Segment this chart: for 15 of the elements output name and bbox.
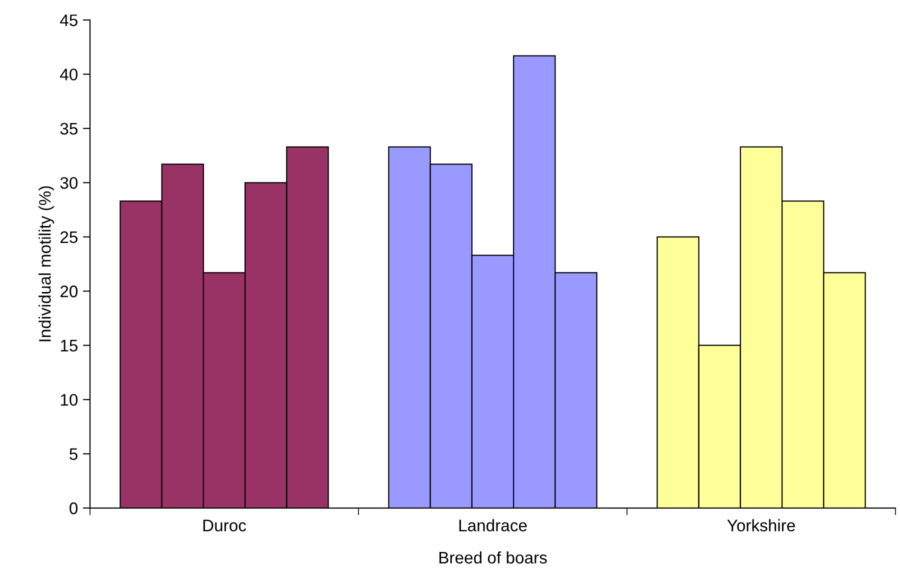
y-tick-label: 25 [60,231,78,244]
y-tick-label: 30 [60,177,78,189]
y-tick-label: 10 [60,394,78,406]
y-tick-label: 15 [60,340,78,352]
y-tick-label: 40 [60,68,78,80]
y-tick-label: 5 [70,448,78,460]
y-tick-label: 35 [60,122,78,135]
y-tick-label: 0 [70,502,78,514]
x-tick-label: Duroc [203,520,246,532]
y-tick-label: 20 [60,286,78,298]
y-axis-title: Individual motility (%) [38,186,54,342]
x-tick-label: Landrace [459,519,527,532]
x-tick-label: Yorkshire [727,519,795,532]
x-axis-title: Breed of boars [439,551,547,564]
y-tick-label: 45 [60,14,78,26]
